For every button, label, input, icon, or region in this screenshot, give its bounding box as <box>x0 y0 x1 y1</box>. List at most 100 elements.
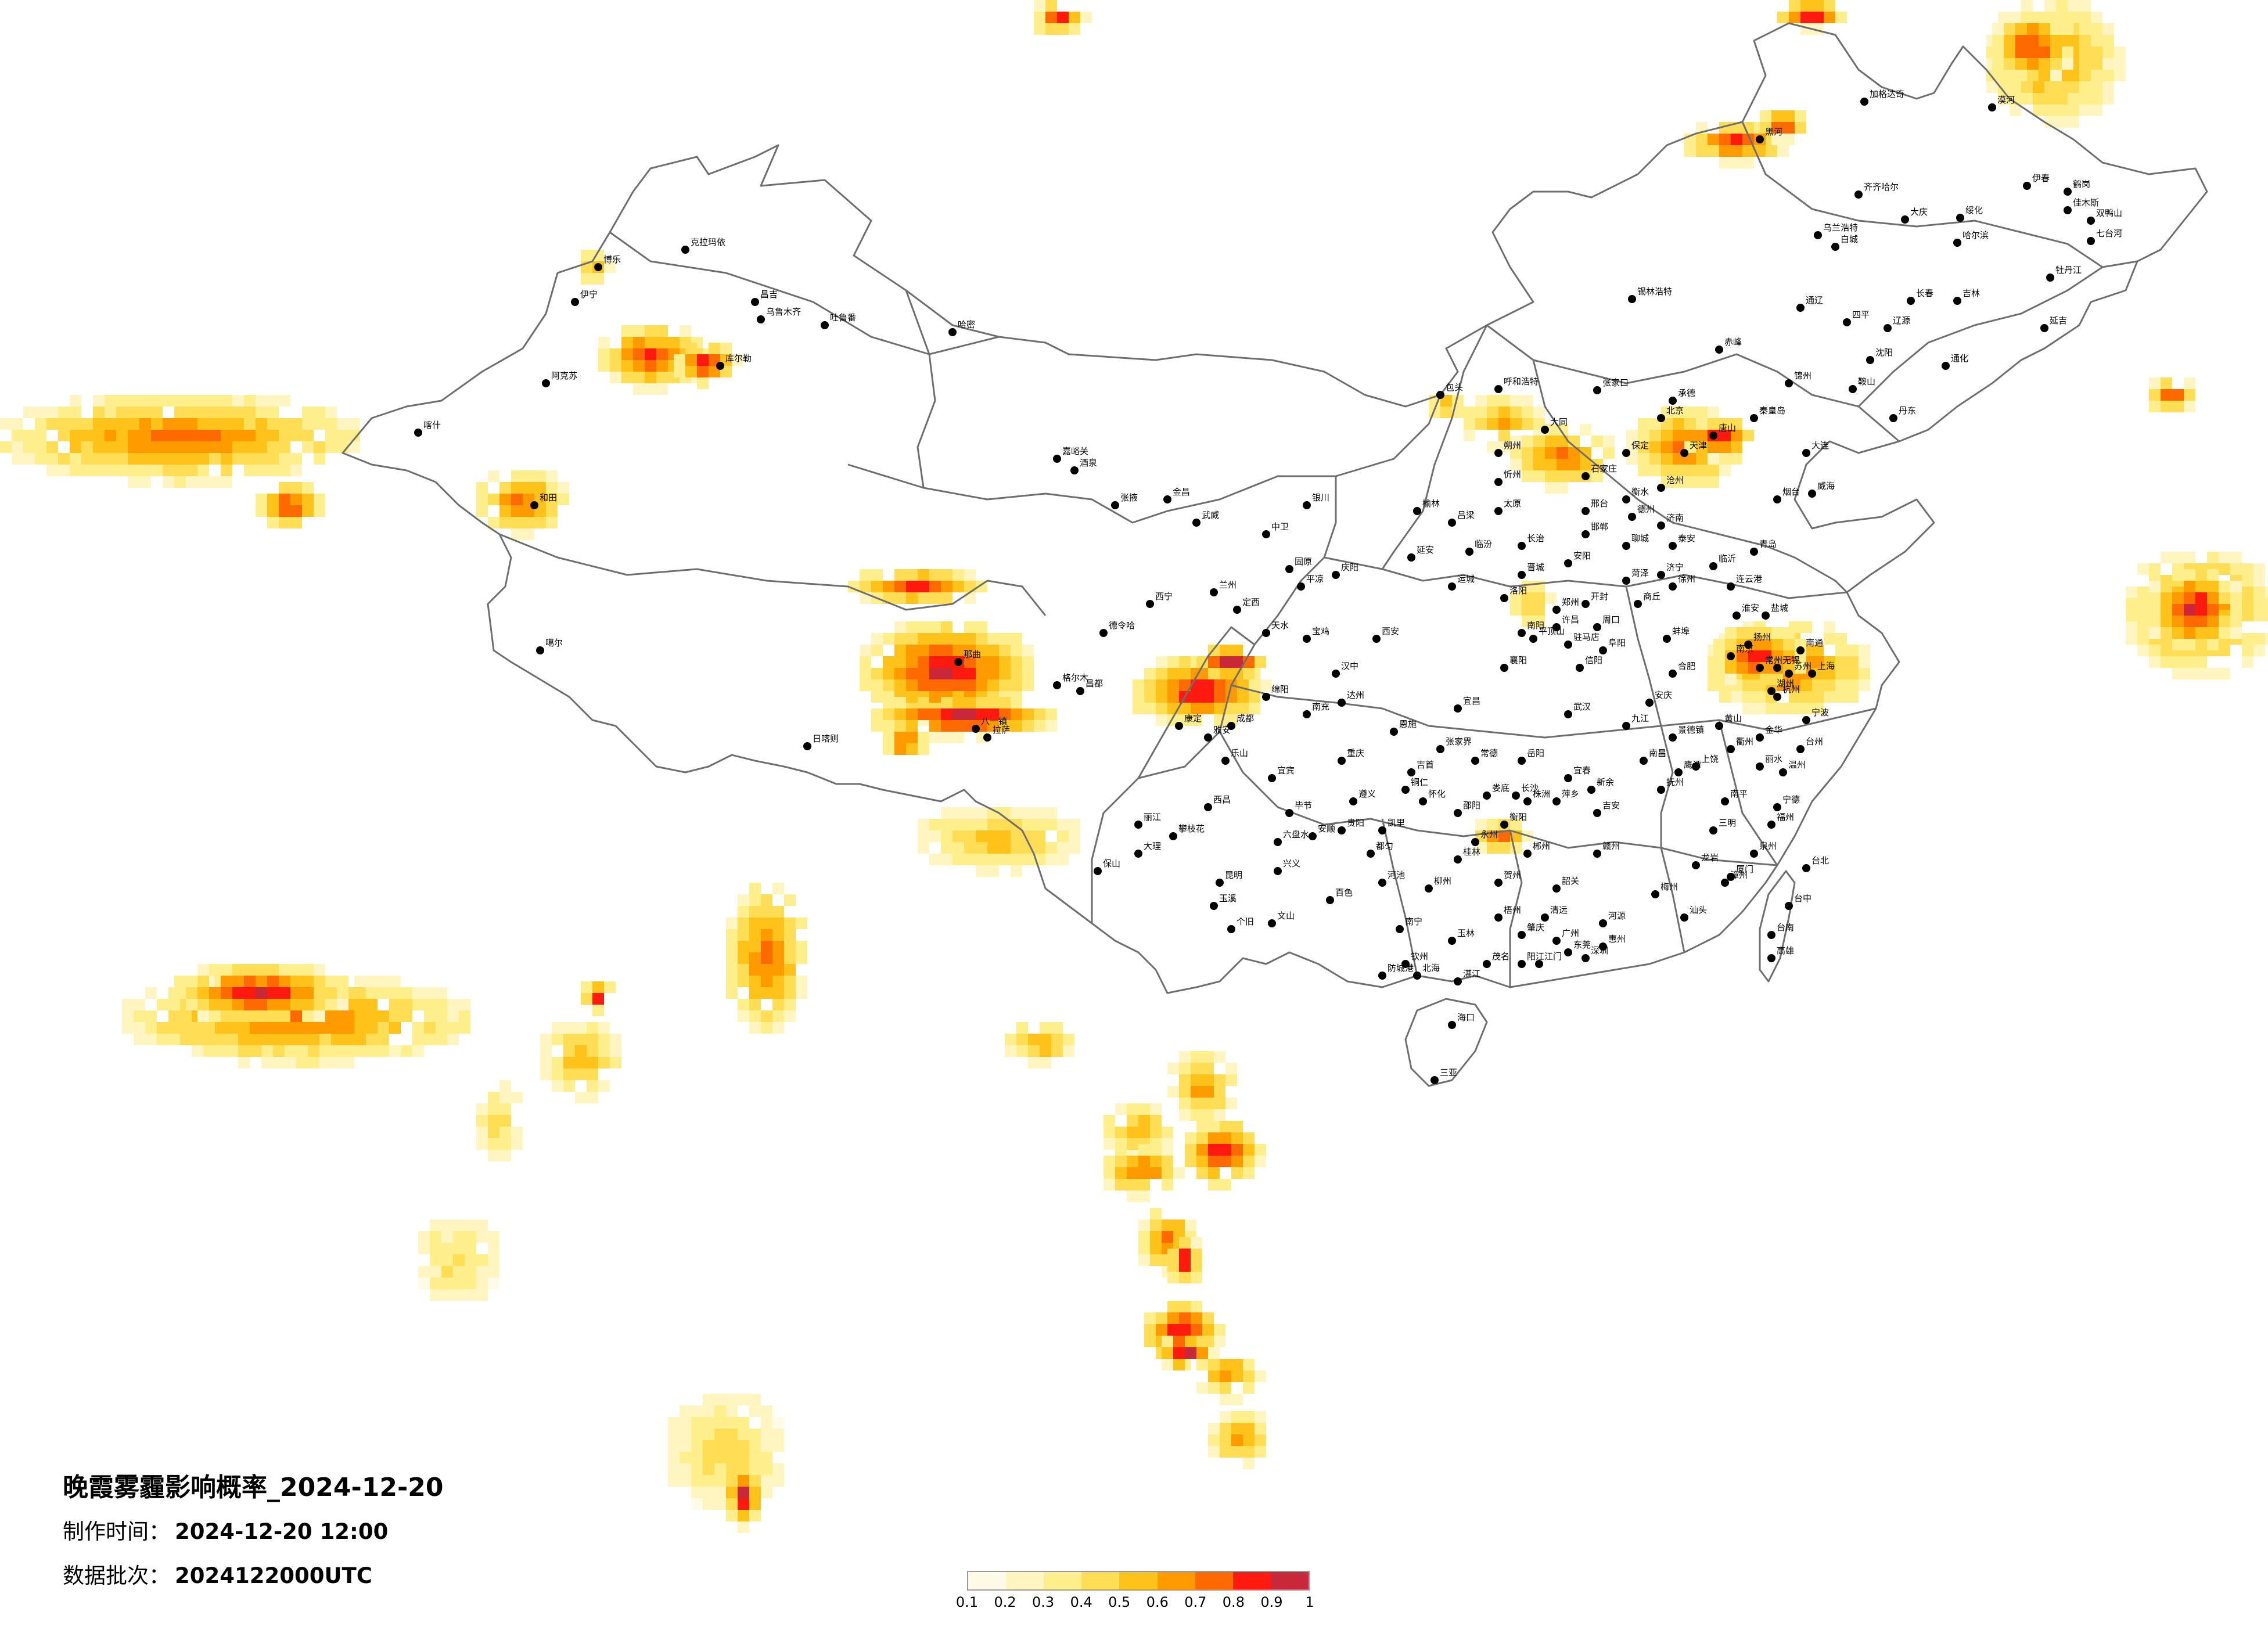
city-dot <box>1622 495 1630 503</box>
haze-cell <box>1057 819 1069 830</box>
haze-cell <box>1742 157 1754 168</box>
city-dot <box>1721 797 1729 805</box>
city-dot <box>1430 1076 1439 1084</box>
city-dot <box>1518 571 1526 579</box>
haze-cell <box>761 952 772 964</box>
haze-cell <box>290 418 302 430</box>
haze-cell <box>1771 110 1783 122</box>
haze-cell <box>1167 1063 1179 1074</box>
haze-cell <box>1661 430 1673 441</box>
haze-cell <box>354 1022 366 1034</box>
city-dot <box>1669 670 1677 678</box>
city-marker: 乌鲁木齐 <box>757 307 801 323</box>
city-dot <box>1680 449 1688 457</box>
haze-cell <box>953 842 964 854</box>
haze-cell <box>703 1498 714 1510</box>
city-dot <box>1465 548 1473 556</box>
city-marker: 牡丹江 <box>2046 265 2082 282</box>
city-dot <box>1454 977 1462 985</box>
city-marker: 鞍山 <box>1849 376 1875 393</box>
haze-cell <box>1196 1132 1208 1144</box>
haze-cell <box>1649 430 1661 441</box>
city-dot <box>1500 821 1508 829</box>
haze-cell <box>546 494 558 505</box>
city-marker: 河源 <box>1599 911 1626 927</box>
haze-cell <box>314 406 325 418</box>
haze-cell <box>81 441 93 453</box>
city-marker: 韶关 <box>1552 876 1579 893</box>
haze-cell <box>302 976 314 987</box>
haze-cell <box>2149 592 2161 604</box>
haze-cell <box>2102 46 2114 58</box>
haze-cell <box>906 633 918 645</box>
city-dot <box>1210 588 1218 596</box>
city-label: 黄山 <box>1724 713 1742 724</box>
haze-cell <box>389 1045 401 1057</box>
haze-cell <box>2242 645 2253 656</box>
city-dot <box>1494 913 1503 922</box>
city-label: 台南 <box>1777 922 1794 933</box>
haze-cell <box>1992 46 2004 58</box>
city-dot <box>1599 646 1607 654</box>
city-dot <box>1390 728 1398 736</box>
city-marker: 岳阳 <box>1518 748 1544 765</box>
haze-cell <box>279 441 290 453</box>
haze-cell <box>1603 447 1615 459</box>
city-marker: 武威 <box>1192 510 1219 527</box>
haze-cell <box>894 697 906 708</box>
haze-cell <box>221 964 232 976</box>
city-marker: 台南 <box>1767 922 1794 939</box>
haze-cell <box>1208 1156 1220 1167</box>
haze-cell <box>610 1034 621 1045</box>
haze-cell <box>2219 645 2230 656</box>
city-label: 武汉 <box>1573 702 1591 712</box>
city-marker: 邢台 <box>1582 498 1608 515</box>
haze-cell <box>871 720 883 732</box>
haze-cell <box>2172 592 2184 604</box>
haze-cell <box>604 261 616 273</box>
city-marker: 张家口 <box>1593 377 1629 394</box>
city-dot <box>1796 304 1805 312</box>
haze-cell <box>465 1266 476 1278</box>
haze-cell <box>906 581 918 592</box>
city-label: 宜宾 <box>1277 765 1295 776</box>
haze-cell <box>389 987 401 999</box>
haze-cell <box>714 1405 726 1417</box>
city-dot <box>1884 324 1892 332</box>
city-label: 九江 <box>1631 713 1649 724</box>
haze-cell <box>918 656 929 668</box>
haze-cell <box>209 999 221 1010</box>
haze-cell <box>1063 1045 1074 1057</box>
city-marker: 双鸭山 <box>2087 208 2122 225</box>
haze-cell <box>1522 604 1533 616</box>
haze-cell <box>139 395 151 406</box>
haze-cell <box>1156 656 1167 668</box>
legend-swatch <box>1232 1572 1271 1589</box>
haze-cell <box>1986 81 1998 93</box>
haze-cell <box>273 1022 285 1034</box>
haze-cell <box>1214 1324 1225 1336</box>
haze-cell <box>726 964 738 976</box>
haze-cell <box>441 1231 453 1243</box>
haze-cell <box>2219 627 2230 639</box>
legend-swatch <box>1270 1572 1309 1589</box>
city-dot <box>1727 652 1735 660</box>
haze-cell <box>1191 1324 1202 1336</box>
haze-cell <box>1225 1074 1237 1086</box>
legend-swatch <box>1081 1572 1120 1589</box>
city-marker: 临沂 <box>1709 553 1736 570</box>
haze-cell <box>1742 145 1754 157</box>
haze-cell <box>738 941 749 952</box>
haze-cell <box>953 807 964 819</box>
haze-cell <box>1760 639 1771 650</box>
city-label: 榆林 <box>1422 498 1440 509</box>
haze-cell <box>116 430 128 441</box>
haze-cell <box>2056 0 2068 12</box>
haze-cell <box>772 1010 784 1022</box>
haze-cell <box>337 418 348 430</box>
haze-cell <box>488 1150 499 1161</box>
haze-cell <box>598 1057 610 1069</box>
haze-cell <box>1127 1103 1138 1115</box>
haze-cell <box>2172 616 2184 627</box>
haze-cell <box>499 517 511 528</box>
